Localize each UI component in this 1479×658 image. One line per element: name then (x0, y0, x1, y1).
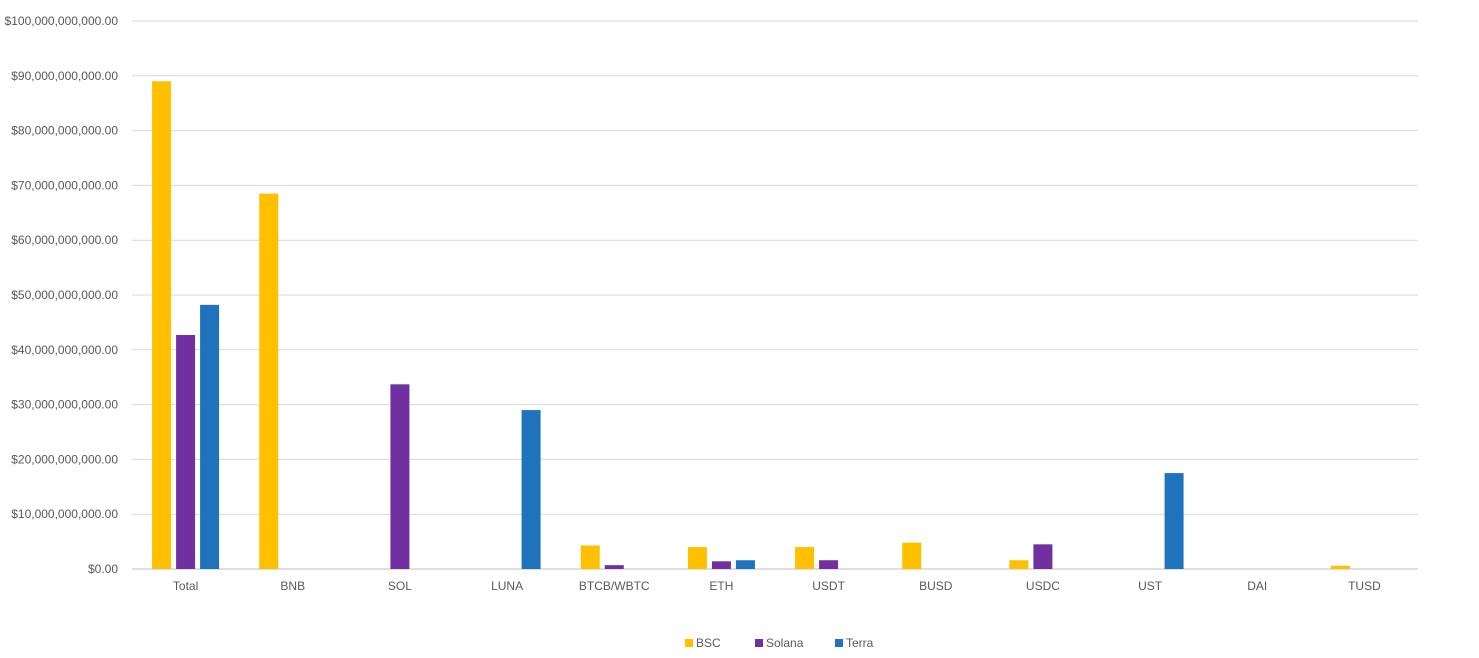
bar-bsc-tusd (1330, 565, 1350, 569)
x-tick-label: USDC (1026, 579, 1060, 593)
y-tick-label: $20,000,000,000.00 (11, 452, 118, 466)
x-tick-label: BTCB/WBTC (579, 579, 650, 593)
bar-bsc-bnb (259, 193, 279, 569)
y-tick-label: $80,000,000,000.00 (11, 124, 118, 138)
bar-terra-eth (735, 560, 755, 569)
x-tick-label: SOL (388, 579, 412, 593)
y-tick-label: $10,000,000,000.00 (11, 507, 118, 521)
bar-terra-ust (1164, 473, 1184, 569)
bar-solana-btcb-wbtc (604, 565, 624, 569)
y-tick-label: $50,000,000,000.00 (11, 288, 118, 302)
bar-bsc-eth (687, 547, 707, 569)
x-tick-label: TUSD (1348, 579, 1381, 593)
legend-swatch-solana (755, 639, 763, 647)
x-tick-label: DAI (1247, 579, 1267, 593)
bar-bsc-usdt (795, 547, 815, 569)
legend-label-terra: Terra (846, 636, 874, 650)
x-tick-label: BUSD (919, 579, 953, 593)
legend-label-bsc: BSC (696, 636, 721, 650)
bar-bsc-btcb-wbtc (580, 545, 600, 569)
bar-bsc-busd (902, 542, 922, 569)
y-tick-label: $90,000,000,000.00 (11, 69, 118, 83)
legend-swatch-terra (835, 639, 843, 647)
x-tick-label: LUNA (491, 579, 523, 593)
legend-label-solana: Solana (766, 636, 804, 650)
bar-terra-luna (521, 410, 541, 569)
bar-solana-total (176, 335, 196, 569)
y-tick-label: $40,000,000,000.00 (11, 343, 118, 357)
legend-swatch-bsc (685, 639, 693, 647)
bar-bsc-total (152, 81, 172, 569)
y-tick-label: $30,000,000,000.00 (11, 398, 118, 412)
y-tick-label: $0.00 (88, 562, 118, 576)
bar-solana-usdc (1033, 544, 1053, 569)
y-tick-label: $100,000,000,000.00 (5, 14, 119, 28)
x-tick-label: UST (1138, 579, 1163, 593)
bar-solana-eth (711, 561, 731, 569)
y-tick-label: $70,000,000,000.00 (11, 178, 118, 192)
bar-terra-total (200, 304, 220, 569)
x-tick-label: BNB (280, 579, 305, 593)
x-tick-label: ETH (709, 579, 733, 593)
bar-solana-usdt (819, 560, 839, 569)
bar-solana-sol (390, 384, 410, 569)
x-tick-label: USDT (812, 579, 845, 593)
y-tick-label: $60,000,000,000.00 (11, 233, 118, 247)
bar-bsc-usdc (1009, 560, 1029, 569)
x-tick-label: Total (173, 579, 198, 593)
